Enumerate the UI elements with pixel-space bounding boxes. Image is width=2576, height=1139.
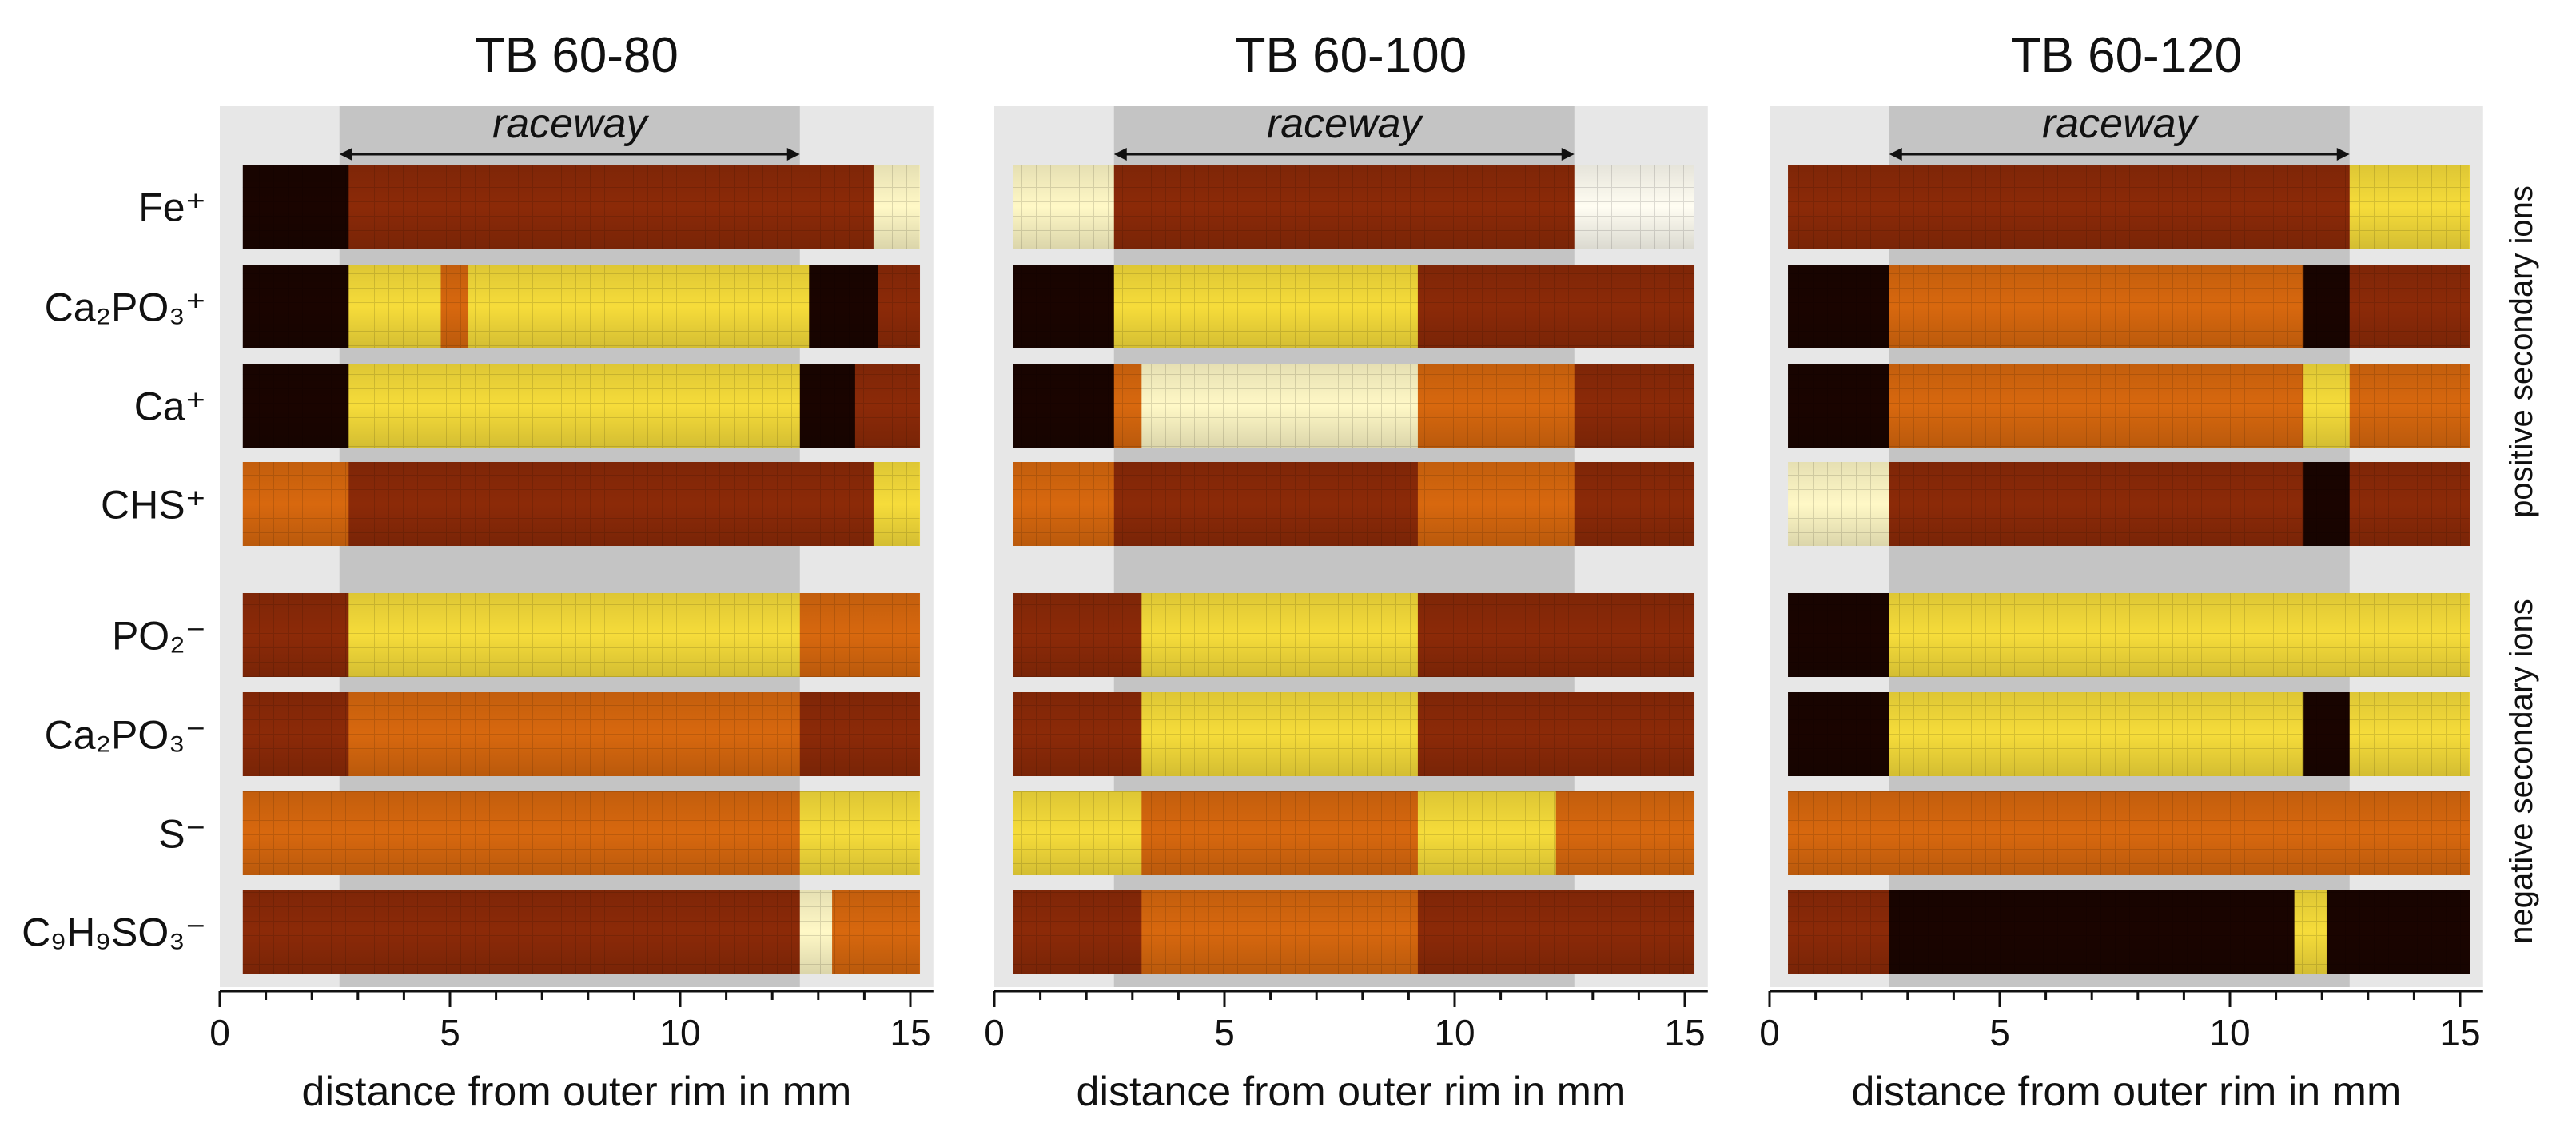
ion-strip-row-2 [1788, 364, 2470, 448]
x-tick-label: 0 [984, 1012, 1005, 1053]
ion-strip-row-0 [1788, 165, 2470, 249]
ion-strip-row-4 [1788, 593, 2470, 677]
ion-label-po2-minus: PO₂⁻ [112, 614, 206, 659]
ion-strip-row-4 [242, 593, 921, 677]
ion-strip-row-1 [1013, 265, 1695, 348]
raceway-arrow-left-head [339, 148, 352, 161]
x-tick-label: 0 [209, 1012, 230, 1053]
strip-shading [1013, 364, 1694, 448]
panel-title: TB 60-100 [1236, 28, 1467, 83]
strip-shading [1013, 692, 1694, 776]
negative-ions-label: negative secondary ions [2504, 599, 2539, 943]
ion-label-s-minus: S⁻ [158, 812, 206, 857]
strip-shading [242, 593, 920, 677]
panel-tb-60-80: TB 60-80 raceway 0 5 10 15 distance from ou… [209, 28, 934, 1115]
positive-ions-label: positive secondary ions [2504, 185, 2539, 518]
raceway-arrow [1889, 148, 2350, 161]
ion-strip-row-5 [1013, 692, 1695, 776]
panel-tb-60-120: TB 60-120 raceway 0 5 10 15 distance from o… [1759, 28, 2483, 1115]
strip-shading [1013, 593, 1694, 677]
strip-shading [242, 462, 920, 546]
ion-strip-row-0 [242, 165, 921, 249]
ion-strip-row-3 [1788, 462, 2470, 546]
ion-strip-row-6 [1013, 791, 1695, 875]
ion-row-labels: Fe⁺ Ca₂PO₃⁺ Ca⁺ CHS⁺ PO₂⁻ Ca₂PO₃⁻ S⁻ C₉H… [22, 185, 206, 955]
x-tick-label: 10 [659, 1012, 700, 1053]
strip-shading [242, 692, 920, 776]
ion-strip-row-1 [1788, 265, 2470, 348]
x-tick-label: 5 [1989, 1012, 2010, 1053]
ion-strip-row-3 [242, 462, 921, 546]
strip-shading [242, 364, 920, 448]
strip-shading [1788, 692, 2470, 776]
ion-strip-row-5 [1788, 692, 2470, 776]
ion-strip-row-7 [242, 890, 921, 974]
ion-label-ca2po3-plus: Ca₂PO₃⁺ [45, 285, 206, 330]
strip-shading [1013, 791, 1694, 875]
x-axis: 0 5 10 15 [984, 990, 1708, 1053]
x-tick-label: 15 [1664, 1012, 1705, 1053]
ion-strips [242, 165, 921, 974]
strip-shading [1788, 791, 2470, 875]
ion-strip-row-6 [1788, 791, 2470, 875]
raceway-arrow-left-head [1113, 148, 1127, 161]
ion-strips [1788, 165, 2470, 974]
raceway-label: raceway [492, 101, 650, 147]
strip-shading [1788, 165, 2470, 249]
raceway-label: raceway [1267, 101, 1424, 147]
raceway-arrow-right-head [786, 148, 800, 161]
x-tick-label: 15 [2439, 1012, 2480, 1053]
ion-strip-row-6 [242, 791, 921, 875]
x-tick-label: 15 [890, 1012, 930, 1053]
panel-tb-60-100: TB 60-100 raceway 0 5 10 15 distance from o… [984, 28, 1708, 1115]
x-tick-label: 5 [440, 1012, 460, 1053]
strip-shading [1788, 364, 2470, 448]
x-tick-label: 10 [2209, 1012, 2250, 1053]
strip-shading [1788, 462, 2470, 546]
x-axis: 0 5 10 15 [1759, 990, 2483, 1053]
strip-shading [1013, 265, 1694, 348]
ion-label-ca2po3-minus: Ca₂PO₃⁻ [45, 713, 206, 758]
ion-strips [1013, 165, 1695, 974]
ion-strip-row-4 [1013, 593, 1695, 677]
raceway-arrow-right-head [2336, 148, 2350, 161]
ion-label-c9h9so3-minus: C₉H₉SO₃⁻ [22, 910, 206, 955]
strip-shading [1013, 462, 1694, 546]
x-tick-label: 10 [1434, 1012, 1475, 1053]
x-tick-label: 5 [1214, 1012, 1235, 1053]
ion-label-ca-plus: Ca⁺ [134, 384, 206, 429]
ion-strip-row-7 [1788, 890, 2470, 974]
x-tick-label: 0 [1759, 1012, 1780, 1053]
raceway-arrow [1113, 148, 1575, 161]
strip-shading [242, 265, 920, 348]
ion-label-chs-plus: CHS⁺ [101, 483, 206, 528]
x-axis-label: distance from outer rim in mm [1852, 1069, 2402, 1115]
x-axis-label: distance from outer rim in mm [302, 1069, 852, 1115]
ion-strip-row-5 [242, 692, 921, 776]
strip-shading [242, 165, 920, 249]
strip-shading [1013, 890, 1694, 974]
raceway-arrow-right-head [1561, 148, 1575, 161]
strip-shading [242, 890, 920, 974]
x-axis-label: distance from outer rim in mm [1077, 1069, 1626, 1115]
raceway-label: raceway [2042, 101, 2200, 147]
panel-title: TB 60-80 [475, 28, 679, 83]
raceway-arrow-left-head [1889, 148, 1902, 161]
ion-strip-row-7 [1013, 890, 1695, 974]
strip-shading [242, 791, 920, 875]
strip-shading [1788, 265, 2470, 348]
ion-strip-row-2 [1013, 364, 1695, 448]
strip-shading [1788, 890, 2470, 974]
ion-strip-row-1 [242, 265, 921, 348]
ion-label-fe-plus: Fe⁺ [138, 185, 206, 230]
ion-strip-row-2 [242, 364, 921, 448]
x-axis: 0 5 10 15 [209, 990, 934, 1053]
strip-shading [1788, 593, 2470, 677]
ion-strip-row-3 [1013, 462, 1695, 546]
raceway-arrow [339, 148, 800, 161]
ion-strip-row-0 [1013, 165, 1695, 249]
strip-shading [1013, 165, 1694, 249]
panel-title: TB 60-120 [2011, 28, 2243, 83]
